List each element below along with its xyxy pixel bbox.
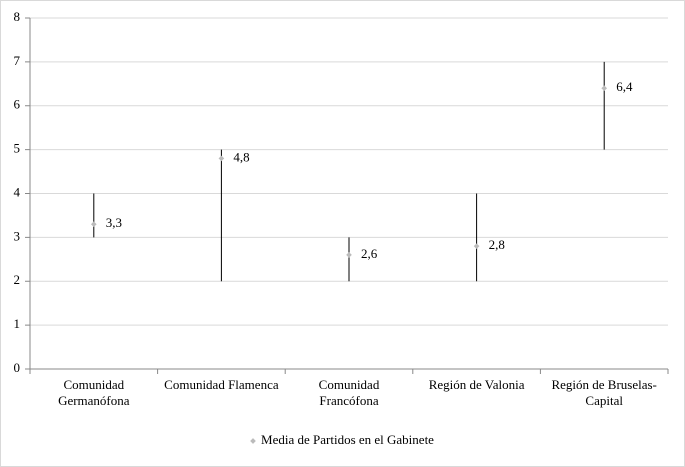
y-tick-label: 3 — [14, 228, 21, 243]
mean-marker — [346, 252, 352, 258]
data-label: 2,6 — [361, 246, 378, 261]
mean-marker — [601, 85, 608, 92]
y-tick-label: 1 — [14, 316, 21, 331]
x-tick-label: Comunidad Francófona — [318, 377, 380, 408]
data-label: 4,8 — [233, 149, 249, 164]
y-tick-label: 0 — [14, 360, 21, 375]
y-tick-label: 6 — [14, 97, 21, 112]
y-tick-label: 5 — [14, 141, 21, 156]
y-tick-label: 8 — [14, 9, 21, 24]
y-tick-label: 4 — [14, 184, 21, 199]
data-label: 2,8 — [489, 237, 505, 252]
y-tick-label: 2 — [14, 272, 21, 287]
mean-marker — [473, 243, 480, 249]
mean-marker — [90, 221, 97, 228]
y-tick-label: 7 — [14, 53, 21, 68]
legend: Media de Partidos en el Gabinete — [0, 432, 685, 448]
x-tick-label: Comunidad Germanófona — [58, 377, 130, 408]
mean-marker — [218, 155, 225, 162]
data-label: 6,4 — [616, 79, 633, 94]
x-tick-label: Región de Bruselas-Capital — [551, 377, 657, 408]
x-tick-label: Región de Valonia — [428, 377, 525, 392]
x-tick-label: Comunidad Flamenca — [164, 377, 279, 392]
legend-label: Media de Partidos en el Gabinete — [261, 432, 434, 447]
legend-marker — [250, 438, 256, 444]
data-label: 3,3 — [106, 215, 122, 230]
